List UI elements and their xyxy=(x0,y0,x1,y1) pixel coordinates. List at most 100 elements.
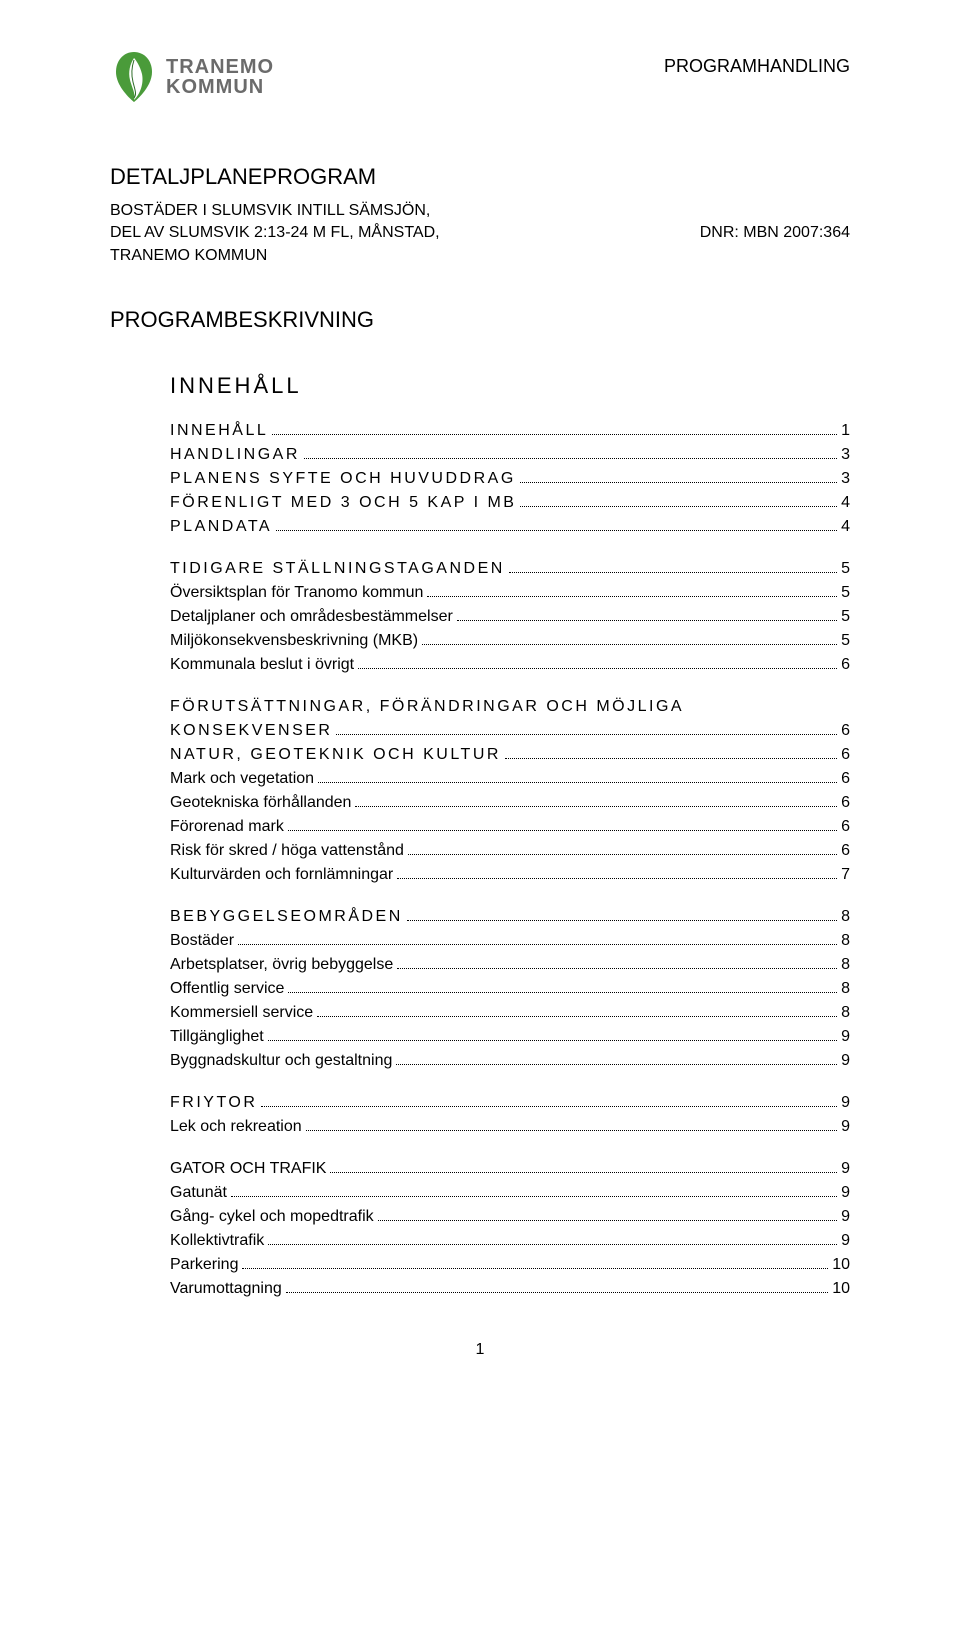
toc-dots xyxy=(286,1292,828,1293)
toc-dots xyxy=(272,434,837,435)
toc-entry: FRIYTOR9 xyxy=(170,1091,850,1115)
toc-page: 10 xyxy=(832,1277,850,1301)
toc-dots xyxy=(422,644,837,645)
toc-entry: BEBYGGELSEOMRÅDEN 8 xyxy=(170,905,850,929)
toc-label: Geotekniska förhållanden xyxy=(170,791,351,815)
toc-dots xyxy=(520,482,837,483)
toc-page: 6 xyxy=(841,815,850,839)
header-right-label: PROGRAMHANDLING xyxy=(664,56,850,77)
toc-page: 4 xyxy=(841,515,850,539)
toc-entry: FÖRUTSÄTTNINGAR, FÖRÄNDRINGAR OCH MÖJLIG… xyxy=(170,695,850,719)
subtitle-line3: TRANEMO KOMMUN xyxy=(110,245,850,267)
toc-label: Gatunät xyxy=(170,1181,227,1205)
subtitle-line1: BOSTÄDER I SLUMSVIK INTILL SÄMSJÖN, xyxy=(110,200,850,222)
toc-dots xyxy=(355,806,837,807)
page-header: TRANEMO KOMMUN PROGRAMHANDLING xyxy=(110,50,850,104)
toc-entry: Kulturvärden och fornlämningar7 xyxy=(170,863,850,887)
toc-group: INNEHÅLL 1HANDLINGAR3PLANENS SYFTE OCH HU… xyxy=(170,419,850,539)
toc-page: 6 xyxy=(841,743,850,767)
toc-label: Mark och vegetation xyxy=(170,767,314,791)
toc-page: 8 xyxy=(841,1001,850,1025)
toc-page: 8 xyxy=(841,929,850,953)
logo-line2: KOMMUN xyxy=(166,77,274,97)
toc-page: 1 xyxy=(841,419,850,443)
toc-entry: Risk för skred / höga vattenstånd6 xyxy=(170,839,850,863)
toc-entry: Mark och vegetation 6 xyxy=(170,767,850,791)
toc-dots xyxy=(288,992,837,993)
toc-entry: Detaljplaner och områdesbestämmelser5 xyxy=(170,605,850,629)
toc-label: BEBYGGELSEOMRÅDEN xyxy=(170,905,403,929)
toc-label: Översiktsplan för Tranomo kommun xyxy=(170,581,423,605)
toc-dots xyxy=(318,782,837,783)
toc-label: TIDIGARE STÄLLNINGSTAGANDEN xyxy=(170,557,505,581)
toc-label: Lek och rekreation xyxy=(170,1115,302,1139)
toc-label: Kulturvärden och fornlämningar xyxy=(170,863,393,887)
toc-entry: Översiktsplan för Tranomo kommun 5 xyxy=(170,581,850,605)
toc-dots xyxy=(268,1040,837,1041)
toc-dots xyxy=(397,878,837,879)
toc-dots xyxy=(261,1106,837,1107)
toc-label: Offentlig service xyxy=(170,977,284,1001)
page-number: 1 xyxy=(110,1341,850,1359)
toc-dots xyxy=(509,572,837,573)
toc-dots xyxy=(276,530,837,531)
toc-label: Förorenad mark xyxy=(170,815,284,839)
toc-dots xyxy=(407,920,837,921)
toc-label: NATUR, GEOTEKNIK OCH KULTUR xyxy=(170,743,501,767)
toc-entry: NATUR, GEOTEKNIK OCH KULTUR 6 xyxy=(170,743,850,767)
toc-entry: Geotekniska förhållanden6 xyxy=(170,791,850,815)
toc-label: Kommunala beslut i övrigt xyxy=(170,653,354,677)
toc-page: 8 xyxy=(841,953,850,977)
toc-dots xyxy=(408,854,837,855)
subtitle-line2-left: DEL AV SLUMSVIK 2:13-24 M FL, MÅNSTAD, xyxy=(110,222,440,244)
toc-dots xyxy=(242,1268,828,1269)
toc-entry: Varumottagning10 xyxy=(170,1277,850,1301)
toc-entry: KONSEKVENSER 6 xyxy=(170,719,850,743)
toc-page: 3 xyxy=(841,467,850,491)
toc-dots xyxy=(330,1172,837,1173)
toc-dots xyxy=(238,944,837,945)
toc-entry: Förorenad mark 6 xyxy=(170,815,850,839)
toc-label: Kommersiell service xyxy=(170,1001,313,1025)
toc-dots xyxy=(317,1016,837,1017)
toc-entry: Lek och rekreation 9 xyxy=(170,1115,850,1139)
toc-page: 9 xyxy=(841,1181,850,1205)
toc-entry: Offentlig service 8 xyxy=(170,977,850,1001)
toc-page: 8 xyxy=(841,905,850,929)
logo-line1: TRANEMO xyxy=(166,57,274,77)
toc-label: FÖRENLIGT MED 3 OCH 5 KAP I MB xyxy=(170,491,516,515)
toc-entry: Byggnadskultur och gestaltning9 xyxy=(170,1049,850,1073)
toc-dots xyxy=(505,758,837,759)
toc-dots xyxy=(427,596,837,597)
toc-page: 9 xyxy=(841,1205,850,1229)
toc-entry: HANDLINGAR3 xyxy=(170,443,850,467)
toc-label: GATOR OCH TRAFIK xyxy=(170,1157,326,1181)
toc-page: 5 xyxy=(841,581,850,605)
toc-label: Miljökonsekvensbeskrivning (MKB) xyxy=(170,629,418,653)
toc-page: 6 xyxy=(841,653,850,677)
toc-entry: Bostäder8 xyxy=(170,929,850,953)
toc-entry: Miljökonsekvensbeskrivning (MKB) 5 xyxy=(170,629,850,653)
toc-page: 9 xyxy=(841,1115,850,1139)
toc-entry: Kommersiell service 8 xyxy=(170,1001,850,1025)
toc-page: 6 xyxy=(841,719,850,743)
toc-page: 9 xyxy=(841,1049,850,1073)
toc-label: Tillgänglighet xyxy=(170,1025,264,1049)
toc-entry: Tillgänglighet9 xyxy=(170,1025,850,1049)
toc-page: 5 xyxy=(841,629,850,653)
toc-page: 8 xyxy=(841,977,850,1001)
toc-page: 6 xyxy=(841,767,850,791)
toc-entry: Gång- cykel och mopedtrafik9 xyxy=(170,1205,850,1229)
toc-entry: PLANENS SYFTE OCH HUVUDDRAG 3 xyxy=(170,467,850,491)
toc-label: KONSEKVENSER xyxy=(170,719,332,743)
toc-label: PLANENS SYFTE OCH HUVUDDRAG xyxy=(170,467,516,491)
toc-page: 9 xyxy=(841,1091,850,1115)
document-title: DETALJPLANEPROGRAM xyxy=(110,164,850,190)
logo-text: TRANEMO KOMMUN xyxy=(166,57,274,97)
toc-entry: PLANDATA4 xyxy=(170,515,850,539)
toc-label: INNEHÅLL xyxy=(170,419,268,443)
toc-dots xyxy=(336,734,837,735)
toc-title: INNEHÅLL xyxy=(170,373,850,399)
toc-page: 4 xyxy=(841,491,850,515)
toc-entry: Kollektivtrafik9 xyxy=(170,1229,850,1253)
